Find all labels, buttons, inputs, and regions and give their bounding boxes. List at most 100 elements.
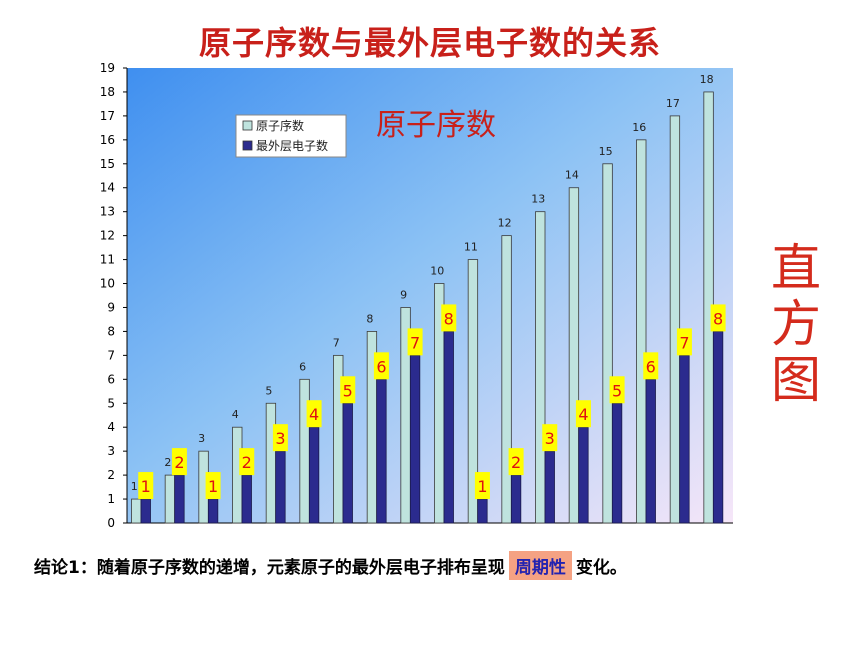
data-label-series1: 3: [198, 432, 205, 445]
data-label-series2: 5: [343, 381, 353, 400]
data-label-series2: 1: [141, 477, 151, 496]
data-label-box-series2: [239, 448, 255, 476]
bar-series1: [131, 498, 142, 524]
y-tick-label: 7: [107, 348, 115, 362]
plot-background: [127, 68, 733, 523]
data-label-series1: 16: [632, 121, 646, 134]
data-label-series2: 4: [578, 405, 588, 424]
data-labels: 1 12 2314253647586971081111221331441551661…: [131, 73, 726, 500]
data-label-box-series2: [575, 400, 591, 428]
bar-series1: [602, 163, 613, 524]
conclusion-text: 结论1：随着原子序数的递增，元素原子的最外层电子排布呈现 周期性 变化。: [34, 551, 627, 580]
bar-series2: [376, 378, 387, 524]
data-label-series2: 2: [174, 453, 184, 472]
data-label-series1: 12: [498, 217, 512, 230]
data-label-series2: 3: [275, 429, 285, 448]
data-label-box-series2: [205, 472, 221, 500]
legend-swatch-series1: [242, 120, 253, 131]
bar-series2: [679, 354, 690, 524]
legend-box: [235, 114, 347, 158]
bar-series2: [174, 474, 185, 524]
y-tick-label: 6: [107, 372, 115, 386]
data-label-series1: 11: [464, 241, 478, 254]
data-label-box-series2: [474, 472, 490, 500]
y-tick-label: 11: [100, 253, 115, 267]
data-label-series1: 18: [700, 73, 714, 86]
data-label-box-series2: [609, 376, 625, 404]
bar-series2: [275, 450, 286, 524]
data-label-box-series2: [272, 424, 288, 452]
legend-label-series2: 最外层电子数: [256, 138, 328, 153]
data-label-series2: 8: [444, 309, 454, 328]
data-label-series2: 4: [309, 405, 319, 424]
bar-series2: [611, 402, 623, 524]
y-tick-label: 9: [107, 300, 115, 314]
y-tick-label: 2: [107, 468, 115, 482]
data-label-series1: 10: [430, 265, 444, 278]
bar-series2: [443, 331, 454, 524]
data-label-series2: 1: [477, 477, 487, 496]
bar-series1: [535, 211, 546, 524]
data-label-box-series2: [542, 424, 558, 452]
bar-series2: [645, 378, 656, 524]
data-label-series2: 3: [545, 429, 555, 448]
y-tick-label: 10: [100, 277, 115, 291]
data-label-box-series2: [441, 304, 457, 332]
y-tick-label: 8: [107, 324, 115, 338]
bar-series2: [578, 426, 589, 524]
y-tick-label: 1: [107, 492, 115, 506]
data-label-series2: 6: [376, 357, 386, 376]
data-label-series1: 8: [366, 312, 373, 325]
data-label-series1: 15: [599, 145, 613, 158]
data-label-series1: 17: [666, 97, 680, 110]
data-label-series1: 1: [131, 480, 138, 493]
data-label-series1: 14: [565, 169, 579, 182]
data-label-series2: 1: [208, 477, 218, 496]
y-tick-label: 19: [100, 61, 115, 75]
data-label-series1: 7: [333, 336, 340, 349]
data-label-box-series2: [508, 448, 524, 476]
conclusion-suffix: 变化。: [575, 558, 627, 578]
bar-series2: [308, 426, 320, 524]
data-label-series1: 2: [164, 456, 171, 469]
bar-series2: [544, 450, 555, 524]
data-label-box-series2: [340, 376, 356, 404]
data-label-box-series2: [407, 328, 423, 356]
side-label-char: 直: [771, 239, 821, 297]
y-tick-label: 13: [100, 205, 115, 219]
bar-series1: [669, 115, 681, 524]
bar-series2: [477, 498, 488, 524]
side-label-char: 方: [771, 295, 821, 353]
data-label-series1: 6: [299, 360, 306, 373]
side-label-char: 图: [771, 351, 821, 409]
bar-series2: [712, 331, 724, 524]
y-tick-label: 16: [100, 133, 115, 147]
data-label-series2: 6: [646, 357, 656, 376]
data-label-series1: 9: [400, 288, 407, 301]
bar-series2: [409, 354, 421, 524]
data-label-box-series2: [306, 400, 322, 428]
data-label-box-series2: [171, 448, 187, 476]
bar-series2: [342, 402, 353, 524]
conclusion-highlight: 周期性: [508, 551, 572, 580]
side-label: 直 方 图: [764, 240, 828, 408]
bar-series1: [164, 474, 176, 524]
y-tick-label: 0: [107, 516, 115, 530]
y-tick-label: 14: [100, 181, 115, 195]
data-label-series2: 2: [242, 453, 252, 472]
bar-series1: [501, 235, 512, 524]
bar-series1: [568, 187, 580, 524]
bar-series2: [241, 474, 252, 524]
y-tick-label: 12: [100, 229, 115, 243]
bar-series1: [232, 426, 243, 524]
y-tick-label: 5: [107, 396, 115, 410]
legend-label-series1: 原子序数: [256, 118, 304, 133]
y-tick-label: 4: [107, 420, 115, 434]
data-label-box-series2: [138, 472, 154, 500]
conclusion-prefix: 结论1：随着原子序数的递增，元素原子的最外层电子排布呈现: [34, 558, 505, 578]
bar-series1: [467, 259, 479, 524]
data-label-box-series2: [643, 352, 659, 380]
y-tick-label: 3: [107, 444, 115, 458]
bar-series2: [510, 474, 522, 524]
